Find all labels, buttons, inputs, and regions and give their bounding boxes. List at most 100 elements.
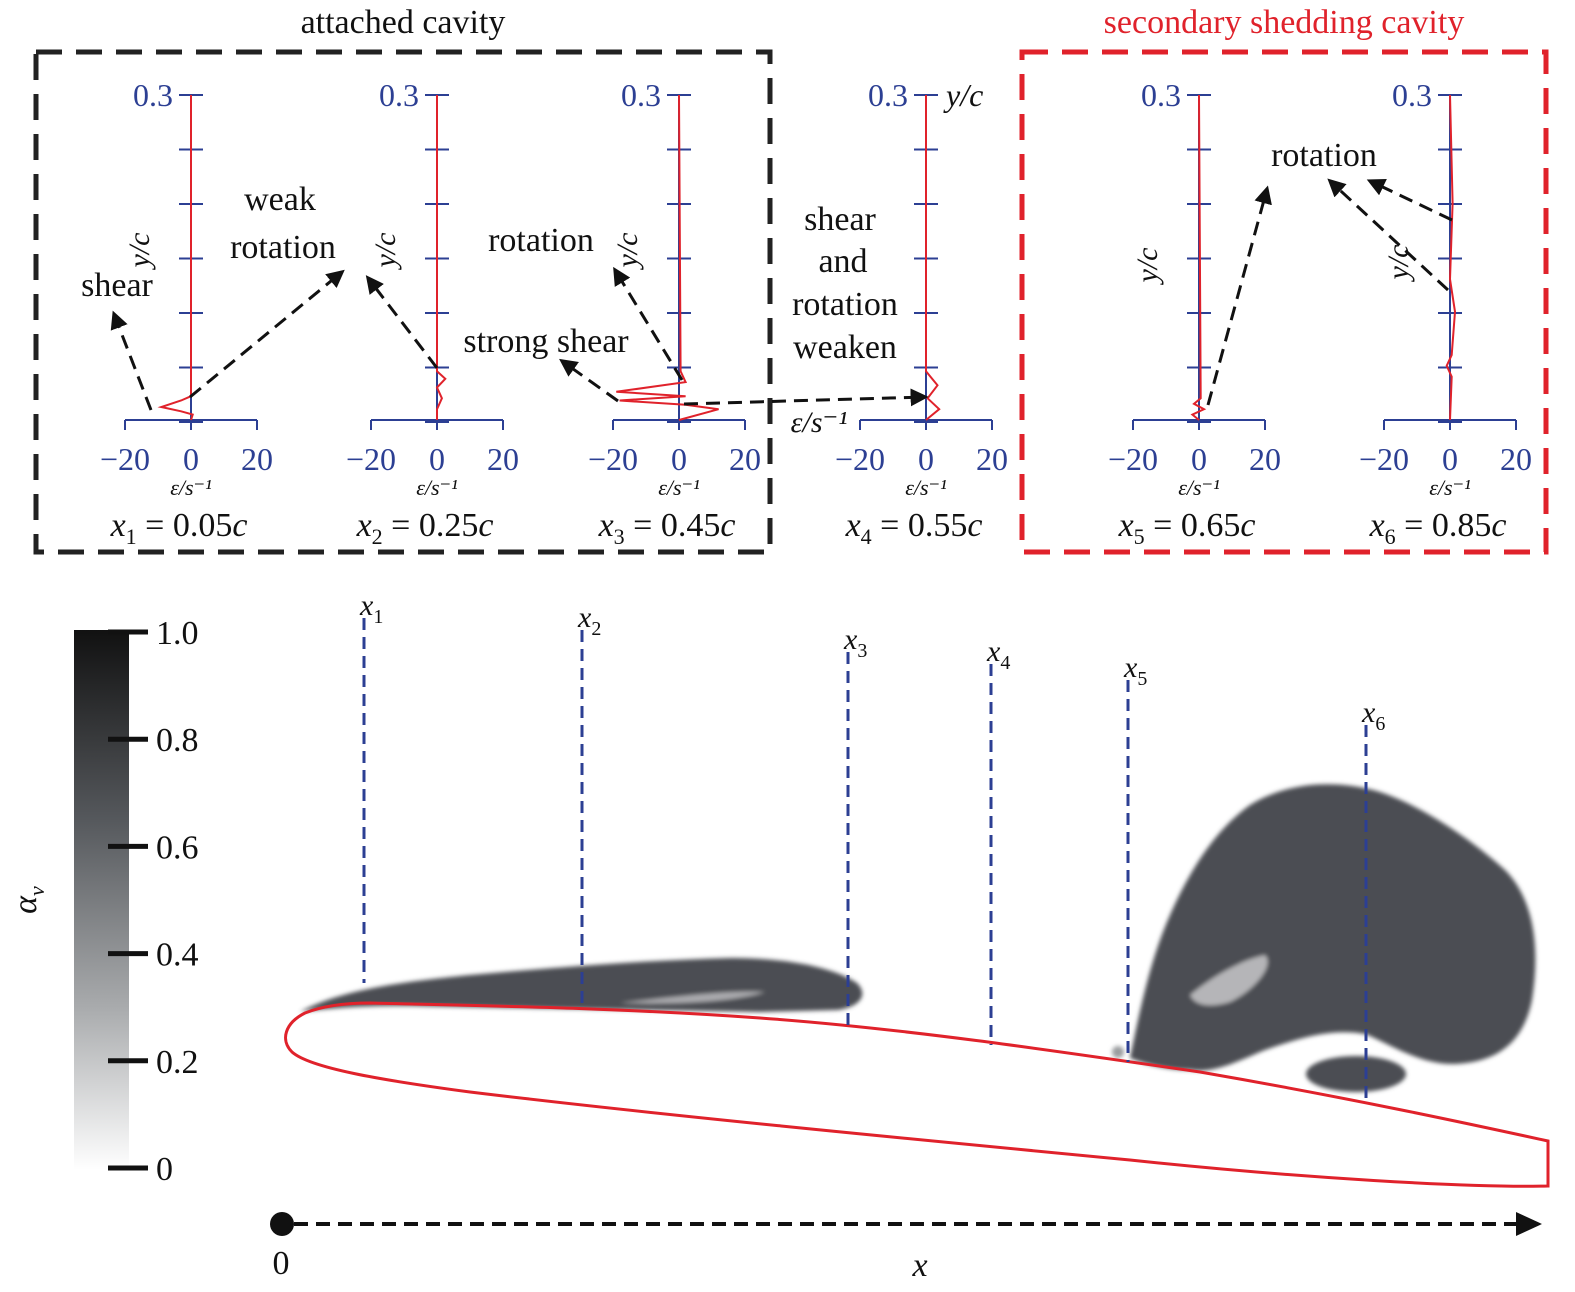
colorbar-gradient: [74, 630, 129, 1170]
colorbar-ticks: 1.0 0.8 0.6 0.4 0.2 0: [108, 615, 199, 1188]
panel-x3: 0.3 −20 0 20 ε/s⁻¹ x3 = 0.45c y/c: [588, 77, 761, 549]
colorbar-tick-label: 0.2: [156, 1044, 199, 1081]
x-tick-label: −20: [588, 441, 638, 477]
y-axis-top-label: 0.3: [868, 77, 908, 113]
panel-x2: 0.3 −20 0 20 ε/s⁻¹ x2 = 0.25c y/c: [346, 77, 519, 549]
epsilon-profile: [1190, 94, 1207, 421]
arrow-rotation-x5: [1206, 185, 1272, 406]
x-tick-label: −20: [1359, 441, 1409, 477]
colorbar-tick-label: 0.8: [156, 722, 199, 759]
annotation-weak: weak: [244, 181, 316, 218]
panel-x4: 0.3 −20 0 20 ε/s⁻¹ x4 = 0.55c: [835, 77, 1008, 549]
probe-label-x4: x4: [986, 635, 1010, 674]
x-tick-label: −20: [346, 441, 396, 477]
attached-cavity-highlight: [620, 991, 765, 1004]
y-axis-label: y/c: [1131, 248, 1164, 286]
shedding-cavity-shape: [1130, 784, 1536, 1071]
probe-label-x2: x2: [577, 601, 601, 640]
x-axis-label: ε/s⁻¹: [658, 475, 700, 500]
panel-x1: 0.3 −20 0 20 ε/s⁻¹ x1 = 0.05c y/c: [100, 77, 273, 549]
colorbar-tick-label: 1.0: [156, 615, 199, 652]
attached-cavity-box: [33, 49, 773, 555]
annotation-arrows: [110, 178, 1453, 411]
secondary-cavity-label: secondary shedding cavity: [1104, 4, 1465, 41]
x-axis: 0 x: [270, 1212, 1542, 1284]
epsilon-profile: [616, 94, 719, 421]
cavity-field: [284, 784, 1550, 1188]
colorbar-tick-label: 0: [156, 1151, 173, 1188]
y-axis-top-label: 0.3: [1392, 77, 1432, 113]
arrow-rotation-x6b: [1327, 178, 1450, 292]
x-axis-label: ε/s⁻¹: [170, 475, 212, 500]
x-axis-label: x: [911, 1247, 927, 1284]
colorbar-tick-label: 0.6: [156, 829, 199, 866]
station-label: x5 = 0.65c: [1118, 507, 1256, 549]
x-tick-label: −20: [100, 441, 150, 477]
x-tick-label: 20: [487, 441, 519, 477]
y-axis-label: y/c: [369, 233, 402, 271]
station-label: x6 = 0.85c: [1369, 507, 1507, 549]
annotation-strong-shear: strong shear: [463, 323, 629, 360]
colorbar-label: αv: [7, 886, 49, 914]
y-axis-label: y/c: [123, 233, 156, 271]
annotation-weaken: weaken: [793, 329, 897, 366]
colorbar: 1.0 0.8 0.6 0.4 0.2 0 αv: [7, 615, 199, 1188]
x-axis-arrowhead: [1516, 1212, 1542, 1236]
arrow-strong-shear: [559, 358, 619, 403]
y-axis-label: y/c: [1382, 245, 1415, 283]
arrow-rotation-x2: [365, 275, 439, 369]
y-axis-top-label: 0.3: [379, 77, 419, 113]
shed-cavity-dot: [1112, 1046, 1124, 1058]
station-label: x3 = 0.45c: [598, 507, 736, 549]
epsilon-profile: [1445, 94, 1457, 421]
x-tick-label: 0: [918, 441, 934, 477]
y-axis-label: y/c: [611, 233, 644, 271]
colorbar-tick-label: 0.4: [156, 937, 199, 974]
probe-label-x1: x1: [359, 589, 383, 628]
probe-label-x3: x3: [843, 623, 867, 662]
y-axis-top-label: 0.3: [1141, 77, 1181, 113]
probe-label-x6: x6: [1361, 696, 1385, 735]
x-axis-label: ε/s⁻¹: [416, 475, 458, 500]
annotation-rotation-d: rotation: [1271, 137, 1377, 174]
x-axis-label: ε/s⁻¹: [905, 475, 947, 500]
x-tick-label: 20: [1249, 441, 1281, 477]
x-tick-label: 0: [1191, 441, 1207, 477]
arrow-to-x4: [683, 388, 929, 407]
x-tick-label: 0: [183, 441, 199, 477]
annotation-shear: shear: [81, 267, 153, 304]
probe-label-x5: x5: [1123, 651, 1147, 690]
arrow-shear: [110, 310, 153, 411]
x-tick-label: −20: [835, 441, 885, 477]
x-tick-label: −20: [1108, 441, 1158, 477]
shed-cavity-blob: [1306, 1056, 1406, 1092]
y4-axis-label: y/c: [943, 77, 983, 113]
station-label: x4 = 0.55c: [845, 507, 983, 549]
attached-cavity-label: attached cavity: [301, 4, 506, 41]
arrow-weak-rotation: [189, 269, 345, 399]
epsilon-profile: [925, 95, 941, 421]
station-label: x2 = 0.25c: [356, 507, 494, 549]
arrow-rotation-x6a: [1366, 179, 1453, 222]
x-tick-label: 20: [241, 441, 273, 477]
annotation-eps-mid: ε/s⁻¹: [791, 406, 848, 439]
x-axis-origin-dot: [270, 1212, 294, 1236]
x-tick-label: 0: [1442, 441, 1458, 477]
hydrofoil-outline: [284, 1001, 1550, 1188]
x-tick-label: 20: [976, 441, 1008, 477]
epsilon-profile: [435, 95, 447, 420]
probe-lines: x1 x2 x3 x4 x5 x6: [359, 589, 1385, 1103]
shedding-cavity-highlight: [1190, 955, 1268, 1006]
x-tick-label: 20: [1500, 441, 1532, 477]
annotation-rotation-c: rotation: [792, 286, 898, 323]
x-axis-label: ε/s⁻¹: [1429, 475, 1471, 500]
panel-x6: 0.3 −20 0 20 ε/s⁻¹ x6 = 0.85c y/c: [1359, 77, 1532, 549]
profile-panels: 0.3 −20 0 20 ε/s⁻¹ x1 = 0.05c y/c 0.3 −20 0 20 ε/s⁻…: [100, 77, 1532, 549]
x-tick-label: 0: [671, 441, 687, 477]
y-axis-top-label: 0.3: [133, 77, 173, 113]
annotations: shear weak rotation rotation strong shea…: [81, 137, 1377, 439]
x-axis-label: ε/s⁻¹: [1178, 475, 1220, 500]
y-axis-top-label: 0.3: [621, 77, 661, 113]
panel-x5: 0.3 −20 0 20 ε/s⁻¹ x5 = 0.65c y/c: [1108, 77, 1281, 549]
